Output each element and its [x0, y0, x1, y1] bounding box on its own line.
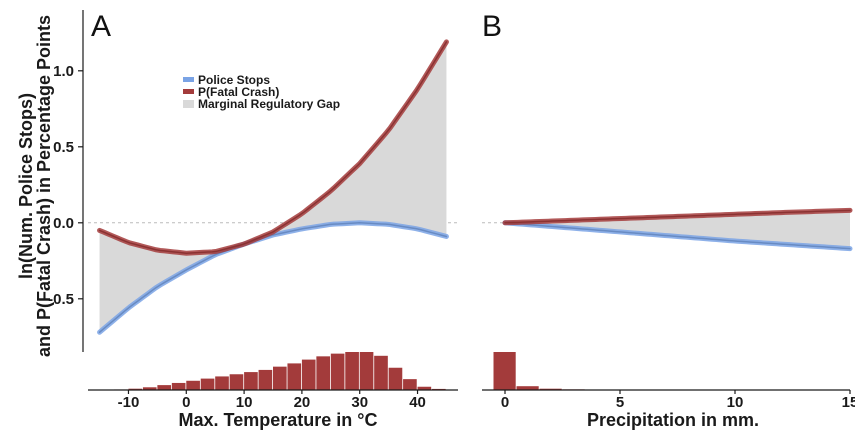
panel-a-plot: -0.5 0.0 0.5 1.0 -10 0 10 20 30 40: [48, 10, 458, 411]
y-tick-label: 1.0: [53, 63, 74, 80]
histogram-bar: [516, 386, 539, 390]
histogram-bar: [258, 369, 273, 390]
histogram-bar: [301, 359, 316, 390]
x-tick-label: 10: [727, 394, 744, 411]
histogram-bar: [273, 366, 287, 390]
police-stops-line-core: [98, 222, 448, 333]
police-stops-line-core: [504, 222, 851, 250]
y-tick-label: 0.5: [53, 139, 74, 156]
histogram-bar: [186, 380, 200, 390]
legend-swatch-regulatory-gap: [183, 100, 194, 108]
x-tick-label: 10: [236, 394, 253, 411]
histogram-bar: [316, 356, 331, 390]
fatal-crash-line-core: [98, 41, 448, 254]
y-axis-title-line2: and P(Fatal Crash) in Percentage Points: [34, 15, 54, 357]
x-axis-title-b: Precipitation in mm.: [587, 410, 759, 430]
panel-label-a: A: [91, 10, 111, 43]
x-tick-label: 30: [351, 394, 368, 411]
legend-swatch-fatal-crash: [183, 89, 194, 94]
histogram-bar: [287, 363, 302, 390]
fatal-crash-line-core: [504, 209, 851, 224]
histogram-bar: [388, 367, 403, 390]
x-tick-label: -10: [118, 394, 140, 411]
histogram-bar: [330, 353, 345, 390]
histogram-bar: [215, 376, 229, 390]
legend-label-fatal-crash: P(Fatal Crash): [198, 85, 279, 99]
histogram-bar: [142, 387, 157, 390]
x-axis-title-a: Max. Temperature in °C: [179, 410, 378, 430]
x-tick-label: 15: [842, 394, 855, 411]
x-tick-label: 40: [409, 394, 426, 411]
histogram-bar: [157, 385, 172, 390]
x-tick-label: 5: [616, 394, 624, 411]
histogram-bar: [359, 352, 374, 390]
histogram-bar: [403, 379, 417, 390]
y-tick-label: 0.0: [53, 215, 74, 232]
histogram-bar: [200, 378, 215, 390]
histogram-bar: [539, 388, 562, 390]
panel-b-plot: 0 5 10 15: [482, 207, 855, 411]
histogram-bar: [417, 386, 432, 390]
legend-label-regulatory-gap: Marginal Regulatory Gap: [198, 97, 340, 111]
histogram-bar: [171, 382, 186, 390]
legend: Police Stops P(Fatal Crash) Marginal Reg…: [183, 73, 340, 111]
legend-swatch-police-stops: [183, 77, 194, 82]
x-tick-label: 20: [294, 394, 311, 411]
x-tick-label: 0: [182, 394, 190, 411]
x-tick-label: 0: [501, 394, 509, 411]
histogram-bar: [374, 355, 388, 390]
y-tick-label: -0.5: [48, 291, 74, 308]
histogram-bar: [128, 388, 143, 390]
panel-label-b: B: [482, 10, 502, 43]
y-axis-title-line1: ln(Num. Police Stops): [16, 93, 36, 279]
histogram-bar: [244, 372, 258, 390]
histogram-bar: [229, 374, 244, 390]
histogram-bar: [345, 352, 359, 390]
regulatory-gap-area: [99, 41, 447, 333]
legend-label-police-stops: Police Stops: [198, 73, 270, 87]
histogram-bar: [493, 352, 516, 390]
